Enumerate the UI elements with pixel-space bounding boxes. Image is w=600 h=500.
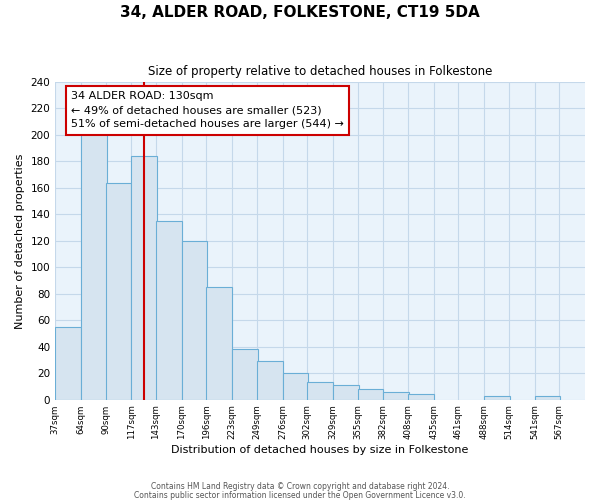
Bar [484,396,510,400]
Y-axis label: Number of detached properties: Number of detached properties [15,153,25,328]
Bar [55,327,81,400]
Bar [283,373,308,400]
Bar [307,382,333,400]
Title: Size of property relative to detached houses in Folkestone: Size of property relative to detached ho… [148,65,492,78]
Bar [232,350,258,400]
Bar [408,394,434,400]
Bar [81,134,107,400]
Bar [383,392,409,400]
Bar [182,241,208,400]
Bar [131,156,157,400]
Text: Contains HM Land Registry data © Crown copyright and database right 2024.: Contains HM Land Registry data © Crown c… [151,482,449,491]
Bar [156,221,182,400]
Bar [106,182,131,400]
Bar [535,396,560,400]
Bar [358,389,383,400]
Bar [257,362,283,400]
Bar [333,385,359,400]
X-axis label: Distribution of detached houses by size in Folkestone: Distribution of detached houses by size … [172,445,469,455]
Text: 34, ALDER ROAD, FOLKESTONE, CT19 5DA: 34, ALDER ROAD, FOLKESTONE, CT19 5DA [120,5,480,20]
Text: Contains public sector information licensed under the Open Government Licence v3: Contains public sector information licen… [134,490,466,500]
Bar [206,287,232,400]
Text: 34 ALDER ROAD: 130sqm
← 49% of detached houses are smaller (523)
51% of semi-det: 34 ALDER ROAD: 130sqm ← 49% of detached … [71,92,344,130]
